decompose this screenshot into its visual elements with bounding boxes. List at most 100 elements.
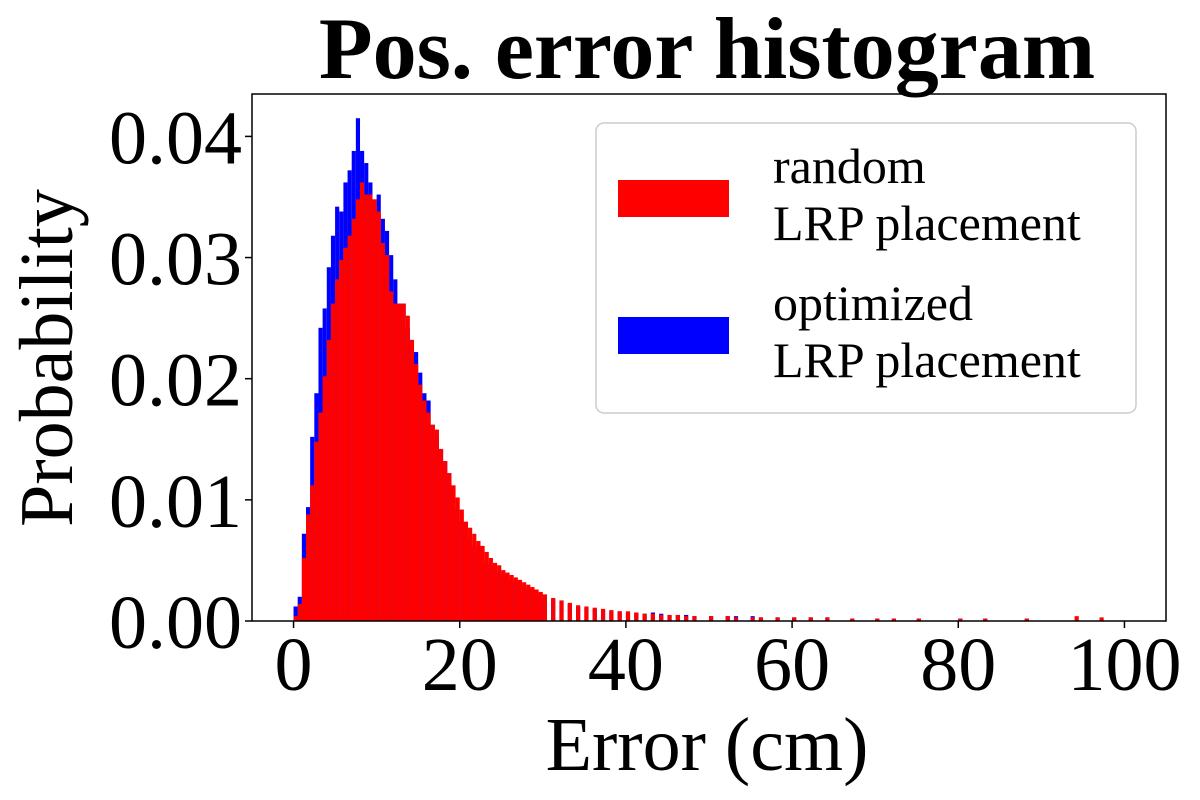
- y-tick-label: 0.04: [109, 96, 242, 180]
- x-axis-label: Error (cm): [546, 703, 869, 787]
- legend-frame: [595, 122, 1137, 414]
- bar-random: [414, 364, 419, 621]
- legend-label-line: optimized: [773, 275, 973, 331]
- bar-random: [306, 514, 311, 621]
- bar-random: [339, 259, 344, 621]
- bar-random: [364, 194, 369, 621]
- y-tick-label: 0.03: [109, 218, 242, 302]
- bar-random: [542, 594, 547, 621]
- x-tick-label: 20: [422, 623, 498, 707]
- bar-random: [468, 527, 473, 621]
- bar-random: [314, 441, 319, 621]
- bar-random: [1099, 617, 1104, 621]
- bar-random: [526, 584, 531, 621]
- bar-random: [488, 558, 493, 621]
- bar-random: [463, 521, 469, 621]
- bar-random: [684, 616, 689, 621]
- y-axis-label: Probability: [5, 189, 89, 527]
- bar-random: [775, 617, 780, 621]
- bar-random: [476, 541, 481, 621]
- bar-random: [634, 612, 639, 621]
- bar-random: [501, 570, 506, 621]
- bar-random: [443, 461, 448, 621]
- bar-random: [397, 303, 402, 621]
- bar-random: [642, 613, 647, 621]
- bar-random: [792, 617, 797, 621]
- bar-random: [438, 448, 444, 621]
- bar-random: [600, 608, 606, 621]
- bar-optimized: [293, 606, 298, 621]
- bar-random: [297, 604, 302, 621]
- bar-random: [355, 199, 361, 621]
- legend-label-line: LRP placement: [773, 332, 1081, 388]
- bar-random: [916, 618, 921, 621]
- bar-random: [430, 424, 435, 621]
- bar-random: [891, 618, 896, 621]
- bar-random: [659, 614, 664, 621]
- bar-random: [455, 497, 460, 621]
- bar-random: [675, 614, 680, 621]
- x-tick-label: 60: [754, 623, 830, 707]
- bar-random: [326, 339, 331, 621]
- bar-random: [389, 291, 394, 621]
- legend-swatch-optimized: [618, 317, 729, 354]
- bar-random: [372, 199, 377, 621]
- bar-random: [733, 617, 739, 621]
- bar-random: [584, 606, 589, 621]
- legend-label-line: random: [773, 138, 926, 194]
- bar-random: [758, 617, 764, 621]
- bar-random: [850, 618, 855, 621]
- bar-random: [335, 279, 340, 621]
- bar-random: [393, 303, 398, 621]
- bar-random: [384, 255, 390, 622]
- bar-random: [725, 616, 730, 621]
- bar-random: [330, 303, 336, 621]
- bar-random: [650, 613, 655, 621]
- histogram-bars: [293, 118, 1104, 622]
- y-tick-label: 0.02: [109, 339, 242, 423]
- bar-random: [380, 243, 385, 621]
- bar-random: [480, 545, 485, 621]
- bar-random: [301, 558, 307, 621]
- bar-random: [750, 617, 755, 621]
- bar-random: [293, 616, 298, 621]
- y-tick-label: 0.01: [109, 460, 242, 544]
- bar-random: [958, 618, 963, 621]
- bar-random: [401, 303, 406, 621]
- bar-random: [343, 247, 348, 621]
- legend-label-random: random LRP placement: [773, 138, 1081, 251]
- bar-random: [347, 235, 352, 622]
- x-axis-ticks: 0 20 40 60 80 100: [275, 621, 1181, 707]
- bar-random: [538, 591, 543, 621]
- bar-random: [310, 485, 315, 621]
- bar-random: [434, 429, 439, 621]
- legend-label-optimized: optimized LRP placement: [773, 275, 1081, 388]
- bar-random: [360, 182, 365, 621]
- bar-random: [322, 376, 327, 621]
- plot-frame: [251, 93, 1167, 622]
- bar-random: [567, 602, 572, 621]
- bar-random: [426, 412, 431, 621]
- bar-random: [709, 616, 714, 621]
- bar-random: [405, 315, 410, 621]
- bar-random: [492, 562, 498, 621]
- bar-random: [692, 616, 697, 621]
- x-tick-label: 0: [275, 623, 313, 707]
- bar-random: [576, 605, 581, 621]
- y-axis-ticks: 0.00 0.01 0.02 0.03 0.04: [109, 96, 252, 665]
- x-tick-label: 80: [920, 623, 996, 707]
- bar-random: [522, 582, 527, 621]
- bar-random: [472, 533, 477, 621]
- bar-random: [617, 611, 622, 621]
- bar-random: [875, 618, 880, 621]
- bar-random: [422, 400, 427, 621]
- bar-random: [459, 509, 464, 621]
- bar-random: [808, 617, 813, 621]
- chart-title: Pos. error histogram: [319, 1, 1095, 98]
- bar-random: [825, 617, 830, 621]
- bar-random: [559, 600, 564, 621]
- bar-random: [667, 614, 672, 621]
- bar-random: [368, 194, 373, 621]
- bar-random: [983, 618, 988, 621]
- bar-random: [484, 551, 489, 621]
